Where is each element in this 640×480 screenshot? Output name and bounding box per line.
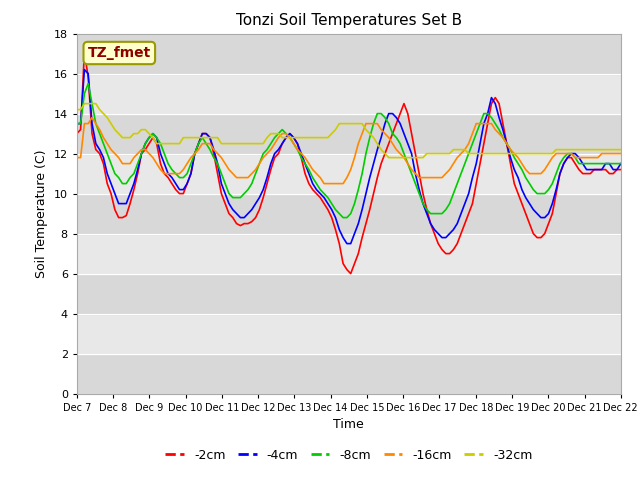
Bar xyxy=(77,274,621,313)
Bar xyxy=(77,193,621,234)
Text: TZ_fmet: TZ_fmet xyxy=(88,46,151,60)
Bar xyxy=(77,234,621,274)
Bar xyxy=(77,154,621,193)
X-axis label: Time: Time xyxy=(333,418,364,431)
Bar xyxy=(77,354,621,394)
Bar xyxy=(77,34,621,73)
Y-axis label: Soil Temperature (C): Soil Temperature (C) xyxy=(35,149,48,278)
Bar xyxy=(77,313,621,354)
Bar xyxy=(77,73,621,114)
Title: Tonzi Soil Temperatures Set B: Tonzi Soil Temperatures Set B xyxy=(236,13,462,28)
Bar xyxy=(77,114,621,154)
Legend: -2cm, -4cm, -8cm, -16cm, -32cm: -2cm, -4cm, -8cm, -16cm, -32cm xyxy=(160,444,538,467)
